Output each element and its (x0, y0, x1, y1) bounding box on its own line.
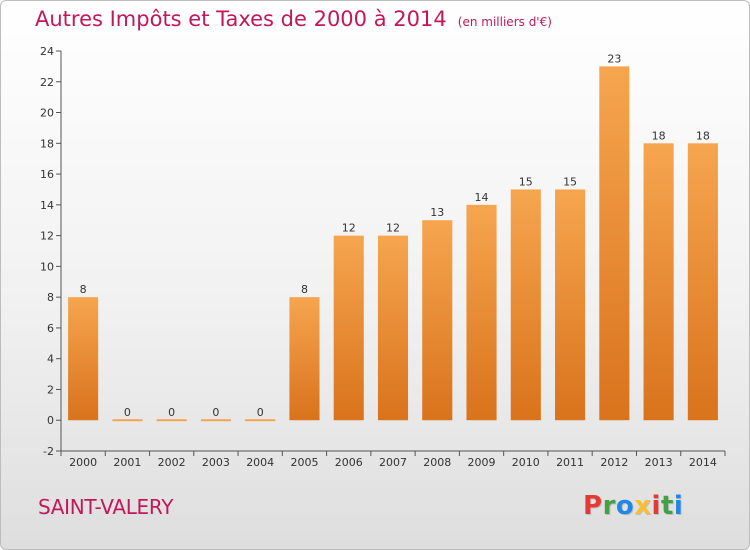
data-label: 14 (475, 191, 489, 204)
x-tick-label: 2003 (202, 456, 230, 469)
logo-letter: i (651, 491, 661, 521)
data-label: 0 (124, 406, 131, 419)
bar (200, 419, 231, 422)
y-tick-label: 12 (40, 230, 54, 243)
bar (289, 297, 320, 421)
y-tick-label: 6 (47, 322, 54, 335)
x-tick-label: 2010 (512, 456, 540, 469)
y-tick-label: 4 (47, 353, 54, 366)
x-tick-label: 2002 (158, 456, 186, 469)
y-tick-label: 22 (40, 76, 54, 89)
bar (333, 235, 364, 421)
y-tick-label: 10 (40, 260, 54, 273)
data-label: 15 (519, 175, 533, 188)
x-tick-label: 2007 (379, 456, 407, 469)
data-label: 18 (696, 129, 710, 142)
x-tick-label: 2005 (290, 456, 318, 469)
bar (422, 220, 453, 421)
logo-letter: i (673, 491, 684, 521)
data-label: 18 (652, 129, 666, 142)
x-tick-label: 2000 (69, 456, 97, 469)
logo-letter: t (660, 491, 674, 521)
bar (510, 189, 541, 421)
logo-letter: o (615, 491, 635, 521)
bar (377, 235, 409, 421)
data-label: 15 (563, 175, 577, 188)
y-tick-label: 14 (40, 199, 54, 212)
logo-letter: r (602, 491, 616, 521)
bar (599, 66, 630, 421)
x-tick-label: 2008 (423, 456, 451, 469)
x-tick-label: 2001 (113, 456, 141, 469)
data-label: 13 (430, 206, 444, 219)
x-tick-label: 2006 (335, 456, 363, 469)
bar (555, 189, 586, 421)
x-tick-label: 2012 (600, 456, 628, 469)
bar (245, 419, 276, 422)
y-tick-label: 0 (47, 414, 54, 427)
y-tick-label: 24 (40, 45, 54, 58)
x-tick-label: 2013 (645, 456, 673, 469)
bar (466, 204, 497, 421)
title-line: Autres Impôts et Taxes de 2000 à 2014 (e… (35, 7, 552, 31)
data-label: 12 (342, 222, 356, 235)
city-name: SAINT-VALERY (38, 495, 174, 519)
data-label: 0 (168, 406, 175, 419)
proxiti-logo: Proxiti (583, 491, 683, 521)
bar (687, 143, 718, 421)
data-label: 23 (607, 52, 621, 65)
x-tick-label: 2004 (246, 456, 274, 469)
x-tick-label: 2009 (468, 456, 496, 469)
x-tick-label: 2011 (556, 456, 584, 469)
y-tick-label: 18 (40, 137, 54, 150)
bar (112, 419, 143, 422)
data-label: 0 (212, 406, 219, 419)
data-label: 0 (257, 406, 264, 419)
chart-subtitle: (en milliers d'€) (457, 15, 552, 29)
y-tick-label: 16 (40, 168, 54, 181)
data-label: 8 (80, 283, 87, 296)
y-tick-label: 20 (40, 107, 54, 120)
y-tick-label: 2 (47, 383, 54, 396)
bar (156, 419, 187, 422)
chart-title: Autres Impôts et Taxes de 2000 à 2014 (35, 7, 447, 31)
y-tick-label: 8 (47, 291, 54, 304)
bar (68, 297, 99, 421)
logo-letter: P (583, 491, 603, 521)
bar (643, 143, 674, 421)
x-tick-label: 2014 (689, 456, 717, 469)
logo-letter: x (634, 491, 652, 521)
data-label: 8 (301, 283, 308, 296)
data-label: 12 (386, 222, 400, 235)
y-tick-label: -2 (43, 445, 54, 458)
